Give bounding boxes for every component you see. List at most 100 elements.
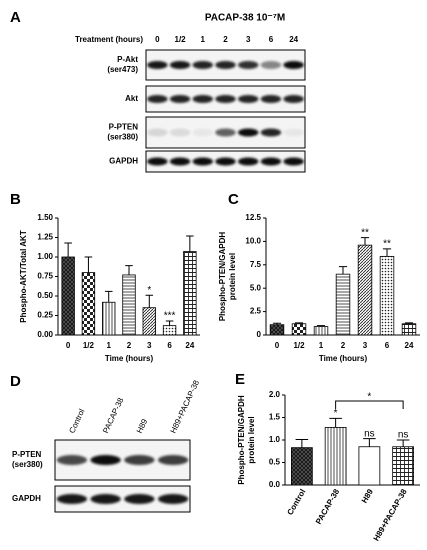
blot-row-label: (ser473) bbox=[107, 65, 138, 74]
x-tick-label: 6 bbox=[167, 341, 172, 350]
blot-row-label: (ser380) bbox=[12, 460, 43, 469]
bar bbox=[102, 301, 116, 336]
blot-band bbox=[192, 128, 214, 137]
blot-band bbox=[147, 61, 168, 69]
blot-band bbox=[260, 95, 282, 103]
significance-label: ** bbox=[383, 239, 391, 250]
blot-band bbox=[169, 157, 191, 166]
x-tick-label: 3 bbox=[363, 341, 368, 350]
blot-row-label: P-Akt bbox=[117, 55, 138, 64]
blot-band bbox=[157, 455, 189, 465]
y-tick-label: 1.00 bbox=[37, 252, 53, 261]
blot-band bbox=[215, 128, 236, 137]
significance-label: * bbox=[147, 285, 151, 296]
error-bar bbox=[125, 265, 133, 275]
panel-letter: D bbox=[10, 373, 21, 390]
x-tick-label: 0 bbox=[66, 341, 71, 350]
lane-label: 0 bbox=[155, 35, 160, 44]
error-bar bbox=[84, 256, 93, 273]
x-tick-label: PACAP-38 bbox=[314, 487, 342, 526]
significance-label: ** bbox=[361, 227, 369, 238]
x-axis-label: Time (hours) bbox=[105, 354, 154, 363]
x-tick-label: Control bbox=[285, 488, 307, 517]
bar bbox=[335, 273, 351, 336]
blot-row-label: GAPDH bbox=[12, 494, 41, 503]
column-label: H89 bbox=[135, 417, 150, 435]
panel-letter: E bbox=[235, 371, 245, 388]
y-tick-label: 0.00 bbox=[37, 330, 53, 339]
panel-letter: B bbox=[10, 191, 21, 208]
error-bar bbox=[64, 242, 72, 257]
x-tick-label: 2 bbox=[127, 341, 132, 350]
y-tick-label: 1.0 bbox=[269, 435, 281, 444]
blot-band bbox=[192, 61, 214, 69]
error-bar bbox=[165, 320, 174, 326]
error-bar bbox=[145, 294, 154, 308]
y-tick-label: 1.5 bbox=[269, 413, 281, 422]
significance-bracket bbox=[335, 400, 404, 409]
x-tick-label: 1 bbox=[106, 341, 111, 350]
y-tick-label: 0.0 bbox=[269, 480, 281, 489]
y-axis-label: Phospho-PTEN/GAPDH bbox=[218, 232, 227, 322]
x-tick-label: 1/2 bbox=[293, 341, 305, 350]
y-tick-label: 5.0 bbox=[250, 283, 262, 292]
blot-band bbox=[283, 61, 304, 69]
blot-band bbox=[90, 494, 121, 504]
error-bar bbox=[316, 325, 326, 327]
lane-label: 1 bbox=[201, 35, 206, 44]
error-bar bbox=[295, 439, 309, 448]
blot-band bbox=[56, 455, 88, 465]
lane-label: 1/2 bbox=[175, 35, 187, 44]
blot-band bbox=[147, 128, 168, 137]
error-bar bbox=[360, 237, 370, 246]
bar bbox=[122, 274, 136, 336]
bar bbox=[291, 323, 307, 336]
x-axis-label: Time (hours) bbox=[319, 354, 368, 363]
significance-label: * bbox=[334, 408, 338, 419]
error-bar bbox=[396, 439, 410, 447]
y-tick-label: 0.50 bbox=[37, 291, 53, 300]
blot-band bbox=[237, 61, 259, 69]
error-bar bbox=[338, 266, 348, 275]
panel-letter: A bbox=[10, 9, 21, 26]
bar bbox=[81, 272, 96, 336]
blot-row-label: Akt bbox=[125, 94, 138, 103]
blot-band bbox=[124, 455, 155, 465]
x-tick-label: H89 bbox=[360, 487, 375, 505]
panel-title: PACAP-38 10⁻⁷M bbox=[205, 13, 285, 24]
blot-band bbox=[260, 61, 282, 69]
panel-letter: C bbox=[228, 191, 239, 208]
blot-band bbox=[124, 494, 155, 504]
blot-band bbox=[215, 157, 236, 166]
y-tick-label: 10.0 bbox=[245, 237, 261, 246]
error-bar bbox=[294, 322, 304, 324]
blot-row-label: P-PTEN bbox=[109, 123, 139, 132]
error-bar bbox=[186, 235, 194, 252]
y-tick-label: 1.25 bbox=[37, 233, 53, 242]
blot-band bbox=[56, 494, 88, 504]
y-axis-label: protein level bbox=[247, 416, 256, 463]
lane-label: 3 bbox=[246, 35, 251, 44]
blot-band bbox=[169, 95, 191, 103]
blot-band bbox=[192, 157, 214, 166]
x-tick-label: H89+PACAP-38 bbox=[372, 487, 409, 542]
lane-label: 24 bbox=[289, 35, 298, 44]
column-label: Control bbox=[67, 407, 86, 434]
error-bar bbox=[104, 290, 113, 303]
x-tick-label: 6 bbox=[385, 341, 390, 350]
blot-band bbox=[237, 128, 259, 137]
y-axis-label: protein level bbox=[228, 253, 237, 300]
bar bbox=[392, 446, 414, 486]
blot-band bbox=[147, 157, 168, 166]
bar bbox=[142, 307, 156, 336]
blot-band bbox=[283, 128, 304, 137]
bar bbox=[401, 323, 417, 336]
significance-label: *** bbox=[164, 311, 176, 322]
lane-label: 2 bbox=[223, 35, 228, 44]
y-tick-label: 1.50 bbox=[37, 213, 53, 222]
bar bbox=[183, 251, 197, 336]
blot-band bbox=[169, 61, 191, 69]
y-tick-label: 0.25 bbox=[37, 311, 53, 320]
blot-row-label: GAPDH bbox=[109, 157, 138, 166]
